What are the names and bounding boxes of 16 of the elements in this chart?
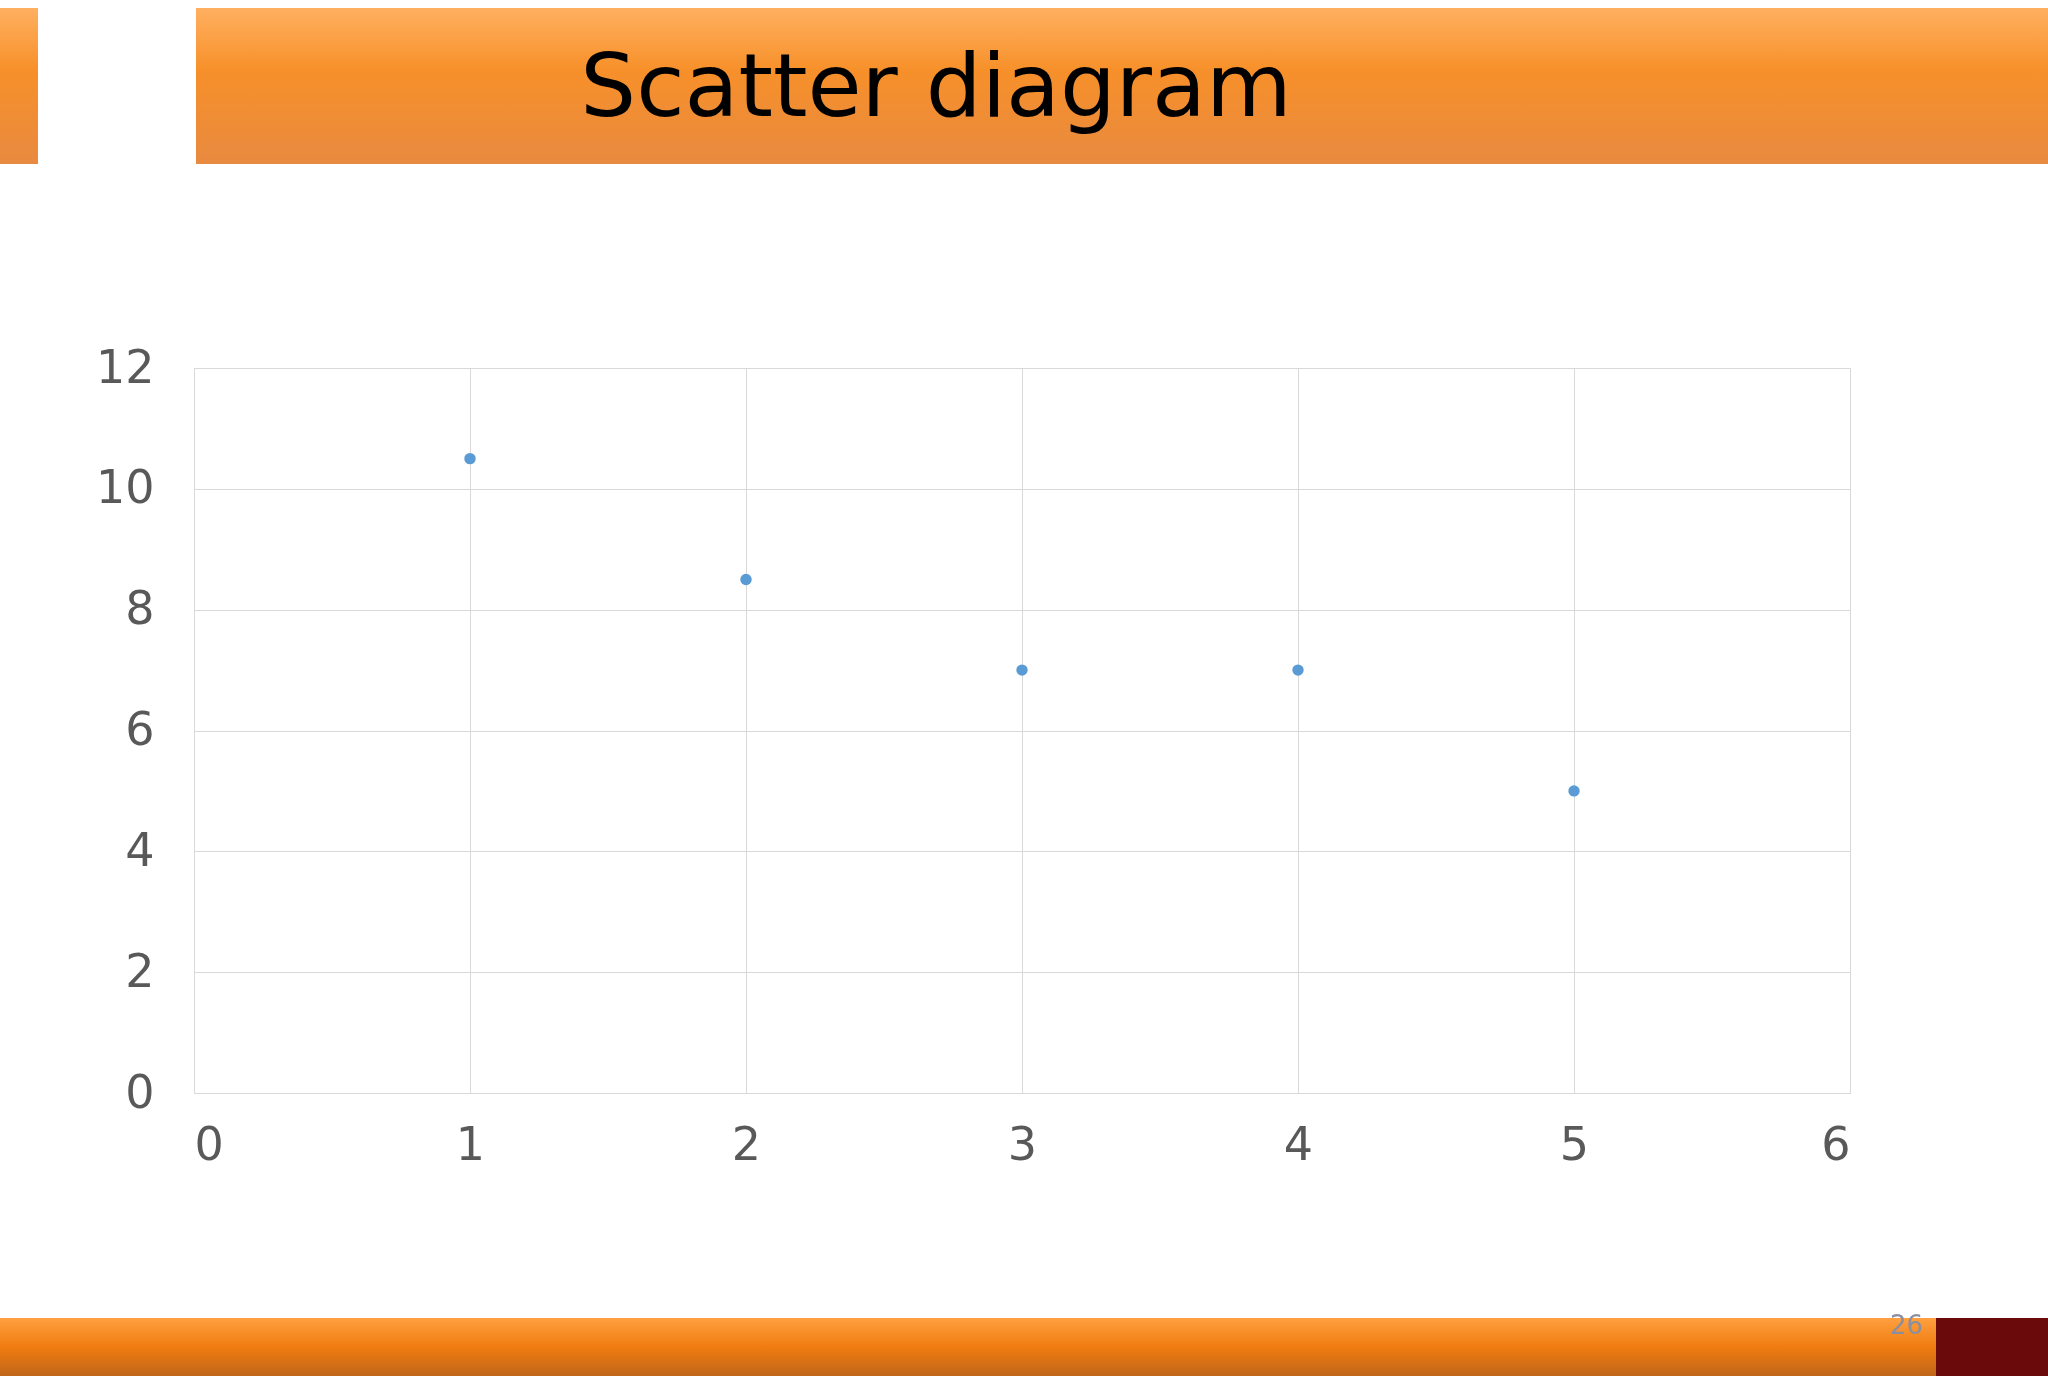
x-tick-label: 2 [731,1116,762,1171]
x-tick-label: 6 [1821,1116,1851,1171]
y-tick-label: 8 [125,581,155,636]
text: 26 [1890,1310,1924,1340]
x-tick-label: 1 [455,1116,486,1171]
x-tick-label: 5 [1559,1116,1590,1171]
chart-title: Scatter diagram [579,33,1293,139]
y-tick-label: 6 [125,702,155,756]
y-tick-label: 10 [95,460,155,515]
y-tick-label: 2 [125,943,155,998]
y-tick-label: 12 [95,339,155,394]
x-tick-label: 0 [194,1116,224,1171]
y-tick-label: 4 [125,822,155,877]
x-tick-label: 4 [1283,1116,1314,1171]
y-tick-label: 0 [125,1064,155,1119]
x-tick-label: 3 [1007,1116,1038,1171]
